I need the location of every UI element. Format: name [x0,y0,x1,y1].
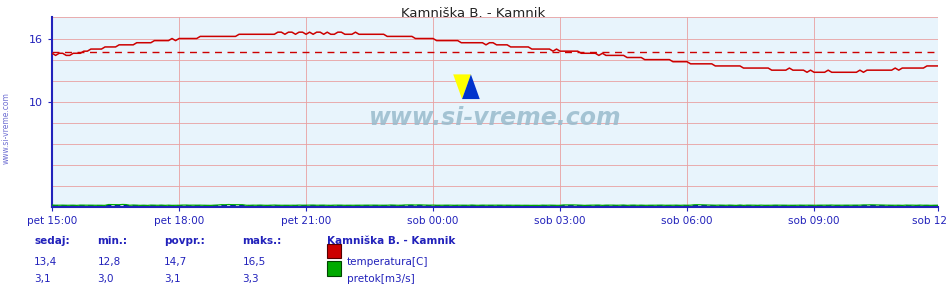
Text: maks.:: maks.: [242,236,281,246]
Text: 3,1: 3,1 [34,274,51,284]
Text: 12,8: 12,8 [98,257,121,267]
Text: 16,5: 16,5 [242,257,266,267]
Polygon shape [454,75,471,99]
Text: 3,0: 3,0 [98,274,114,284]
Text: 13,4: 13,4 [34,257,58,267]
Text: sedaj:: sedaj: [34,236,70,246]
Text: pretok[m3/s]: pretok[m3/s] [347,274,415,284]
Text: 3,3: 3,3 [242,274,259,284]
Text: min.:: min.: [98,236,128,246]
Text: temperatura[C]: temperatura[C] [347,257,428,267]
Polygon shape [462,75,480,99]
Text: 3,1: 3,1 [164,274,181,284]
Text: www.si-vreme.com: www.si-vreme.com [368,106,621,130]
Text: Kamniška B. - Kamnik: Kamniška B. - Kamnik [327,236,456,246]
Text: povpr.:: povpr.: [164,236,205,246]
Text: Kamniška B. - Kamnik: Kamniška B. - Kamnik [402,7,545,20]
Text: 14,7: 14,7 [164,257,188,267]
Text: www.si-vreme.com: www.si-vreme.com [2,92,11,164]
